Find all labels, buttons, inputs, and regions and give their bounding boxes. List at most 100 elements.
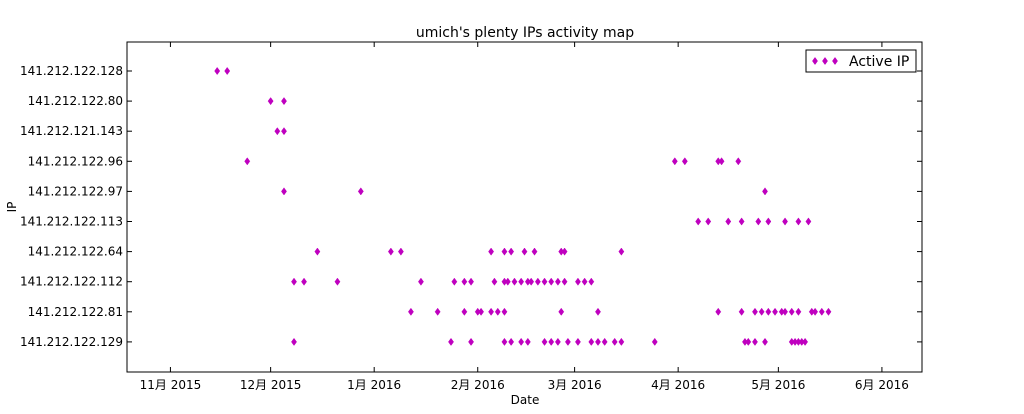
data-point <box>461 307 468 316</box>
legend-marker <box>832 56 838 66</box>
plot-frame <box>126 41 923 373</box>
data-point <box>561 247 568 256</box>
data-point <box>448 337 454 346</box>
data-point <box>508 337 515 346</box>
data-point <box>541 337 548 346</box>
x-axis: 11月 2015 12月 2015 1月 2016 2月 2016 3月 2016 4月 … <box>140 42 909 392</box>
data-point <box>812 307 819 316</box>
y-tick-label: 141.212.122.80 <box>28 94 123 108</box>
x-tick-label: 12月 2015 <box>240 378 302 392</box>
data-point <box>301 277 307 286</box>
data-point <box>534 277 541 286</box>
data-point <box>488 247 495 256</box>
legend-marker <box>822 56 828 66</box>
data-point <box>434 307 441 316</box>
data-point <box>588 277 595 286</box>
data-point <box>468 277 474 286</box>
data-point <box>558 307 565 316</box>
data-point <box>788 307 795 316</box>
data-point <box>548 277 555 286</box>
y-tick-label: 141.212.122.113 <box>20 215 123 229</box>
data-point <box>541 277 548 286</box>
data-point <box>468 337 474 346</box>
data-point <box>752 337 758 346</box>
x-tick-label: 11月 2015 <box>140 378 202 392</box>
legend: Active IP <box>805 49 917 73</box>
data-point <box>518 337 525 346</box>
data-point <box>588 337 595 346</box>
y-axis-label: IP <box>5 202 19 213</box>
data-point <box>738 307 745 316</box>
data-point <box>752 307 758 316</box>
data-point <box>601 337 608 346</box>
data-point <box>267 97 274 106</box>
data-point <box>451 277 458 286</box>
data-point <box>762 187 768 196</box>
data-point <box>595 337 601 346</box>
data-point <box>671 157 678 166</box>
data-point <box>291 337 297 346</box>
data-point <box>397 247 404 256</box>
data-point <box>595 307 601 316</box>
data-point <box>461 277 468 286</box>
data-point <box>681 157 688 166</box>
data-point <box>802 337 808 346</box>
x-tick-label: 5月 2016 <box>751 378 805 392</box>
data-point <box>408 307 414 316</box>
y-tick-label: 141.212.122.97 <box>28 184 123 198</box>
data-point <box>765 307 772 316</box>
data-point <box>825 307 832 316</box>
data-point <box>561 277 568 286</box>
data-point <box>528 277 535 286</box>
data-point <box>795 217 802 226</box>
data-point <box>735 157 742 166</box>
data-point <box>491 277 498 286</box>
data-point <box>725 217 732 226</box>
data-point <box>782 307 788 316</box>
data-point <box>214 66 221 76</box>
data-point <box>705 217 712 226</box>
data-point <box>758 307 765 316</box>
data-point <box>314 247 321 256</box>
x-tick-label: 6月 2016 <box>855 378 909 392</box>
data-point <box>494 307 501 316</box>
data-point <box>575 277 581 286</box>
x-tick-label: 4月 2016 <box>651 378 705 392</box>
data-point <box>281 187 287 196</box>
y-axis: 141.212.122.128 141.212.122.80 141.212.121… <box>20 64 922 349</box>
y-tick-label: 141.212.122.81 <box>28 305 123 319</box>
data-point <box>795 307 802 316</box>
data-point <box>501 307 508 316</box>
data-point <box>715 307 722 316</box>
legend-box <box>805 49 917 73</box>
data-point <box>531 247 538 256</box>
data-points <box>214 66 832 346</box>
data-point <box>521 247 528 256</box>
chart-title: umich's plenty IPs activity map <box>416 25 634 41</box>
data-point <box>501 247 508 256</box>
data-point <box>387 247 394 256</box>
data-point <box>357 187 364 196</box>
data-point <box>281 127 287 136</box>
data-point <box>738 217 745 226</box>
data-point <box>565 337 571 346</box>
y-tick-label: 141.212.121.143 <box>20 124 123 138</box>
data-point <box>581 277 588 286</box>
data-point <box>224 66 231 76</box>
x-tick-label: 2月 2016 <box>451 378 505 392</box>
data-point <box>291 277 297 286</box>
data-point <box>782 217 788 226</box>
data-point <box>488 307 495 316</box>
data-point <box>281 97 287 106</box>
data-point <box>508 247 515 256</box>
data-point <box>718 157 725 166</box>
data-point <box>745 337 752 346</box>
x-axis-label: Date <box>511 393 540 407</box>
data-point <box>244 157 251 166</box>
data-point <box>478 307 484 316</box>
data-point <box>524 337 531 346</box>
data-point <box>611 337 618 346</box>
data-point <box>618 337 625 346</box>
plot-area <box>126 41 923 373</box>
